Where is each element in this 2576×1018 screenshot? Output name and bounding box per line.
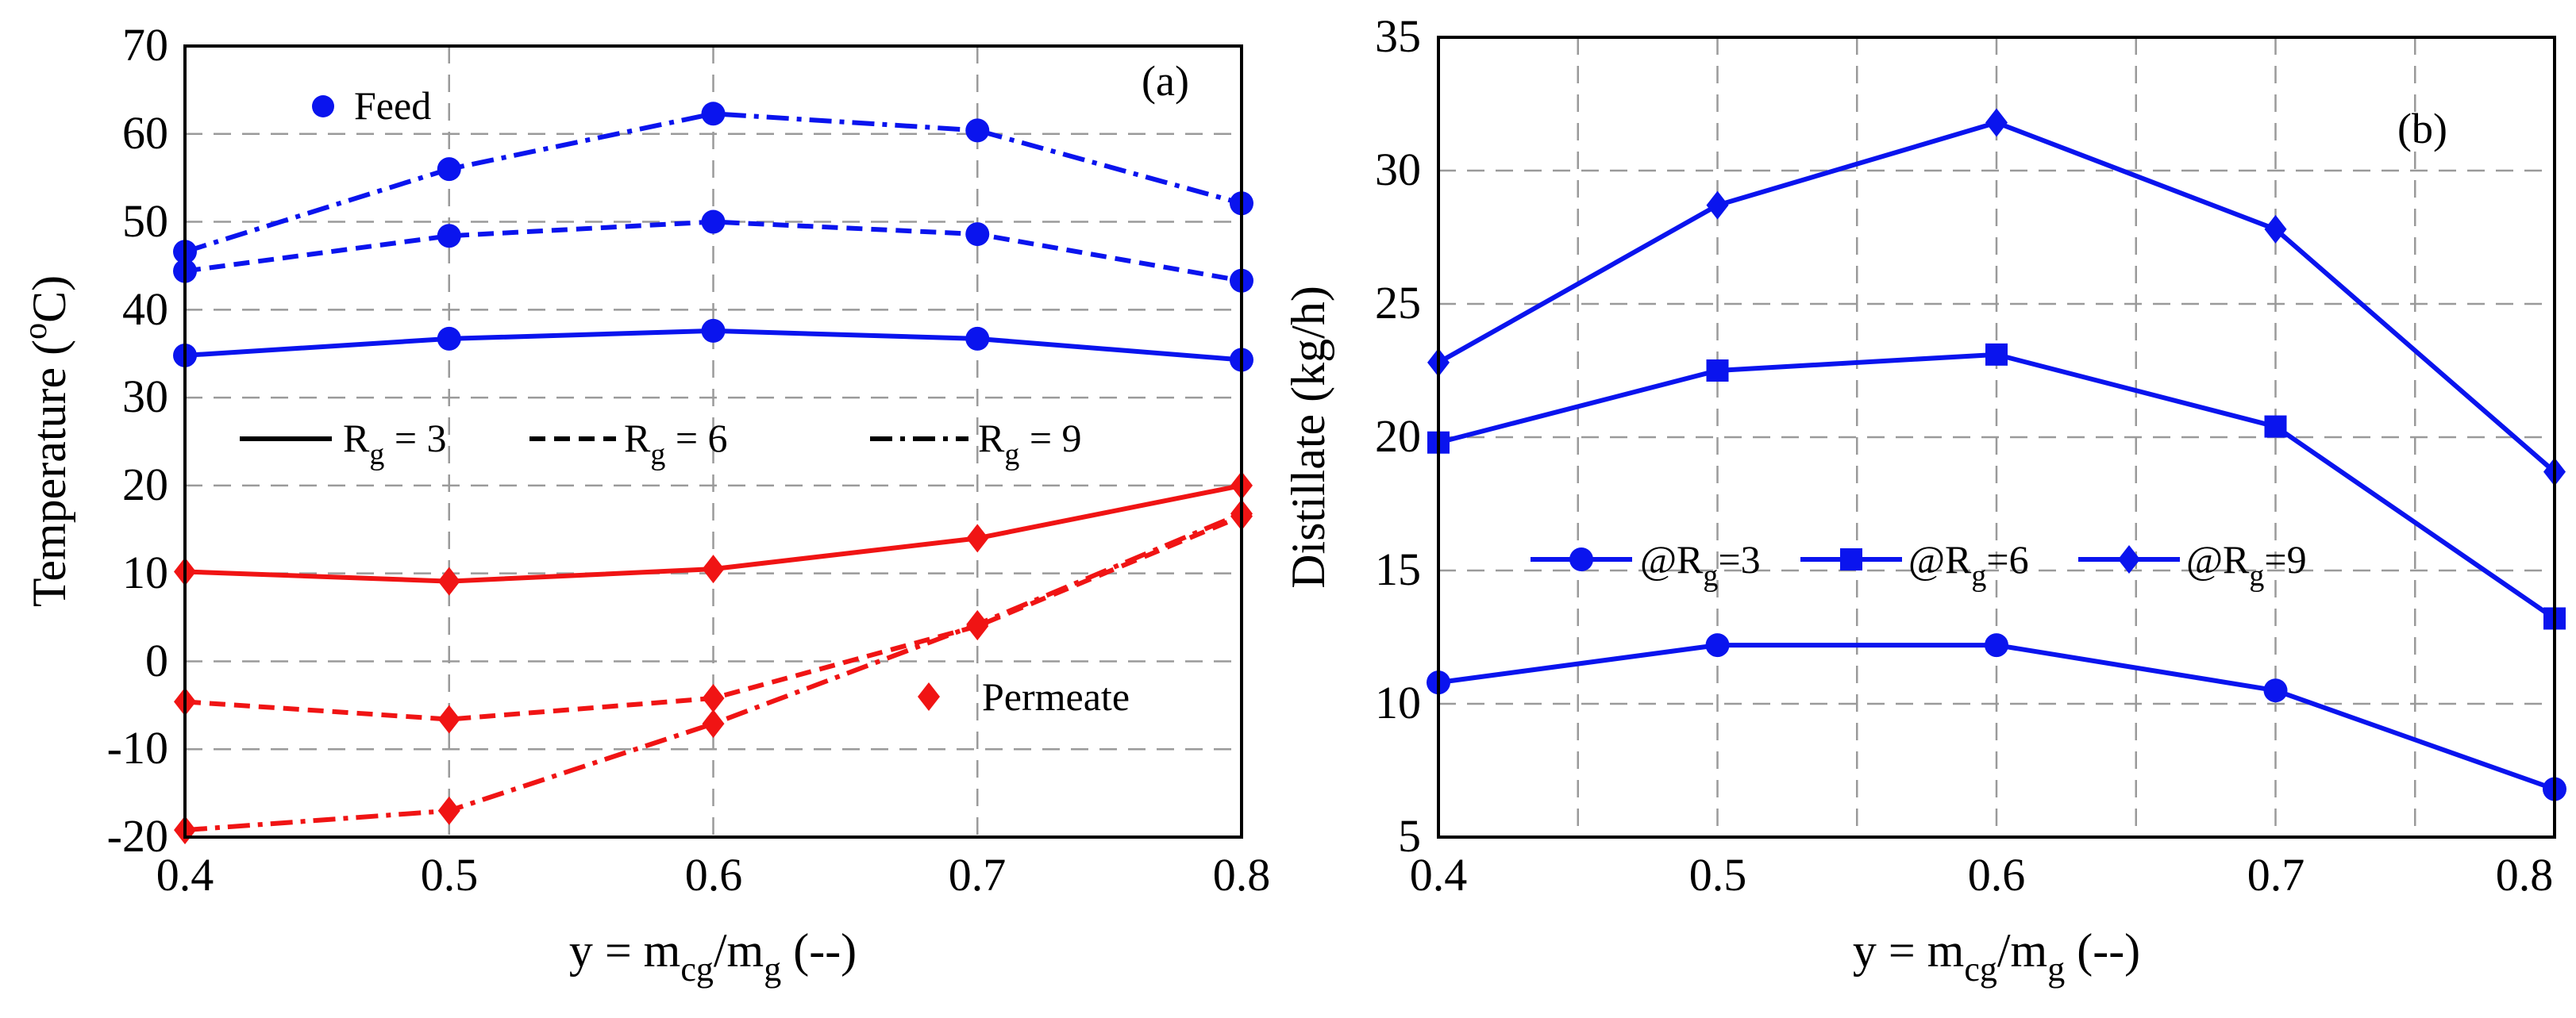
a-series-2-point-3 <box>965 118 990 143</box>
legend-permeate-label: Permeate <box>982 674 1130 719</box>
b-series-1-point-2 <box>1985 343 2008 366</box>
panel-a-xlabel: y = mcg/mg (--) <box>569 924 857 989</box>
b-ytick-5: 30 <box>1375 144 1421 195</box>
legend-b-rg3-marker <box>1569 547 1593 571</box>
panel-a: -20 -10 0 10 20 30 40 50 60 70 0.4 0.5 0… <box>17 19 1270 989</box>
b-series-0-point-1 <box>1705 633 1730 658</box>
a-series-2-point-2 <box>701 102 726 126</box>
b-xtick-4: 0.8 <box>2496 849 2554 901</box>
b-series-0-point-3 <box>2263 678 2288 703</box>
a-ytick-5: 30 <box>122 371 168 422</box>
panel-b-frame <box>1437 36 2556 839</box>
legend-feed-label: Feed <box>354 83 431 128</box>
legend-b-rg6-label: @Rg=6 <box>1908 537 2029 593</box>
legend-rg9-label: Rg = 9 <box>978 416 1082 471</box>
legend-permeate-marker <box>918 682 940 711</box>
a-series-0-point-2 <box>701 318 726 343</box>
panel-a-frame <box>183 44 1243 839</box>
a-ytick-0: -20 <box>107 810 168 862</box>
panel-b-ylabel: Distillate (kg/h) <box>1282 286 1334 589</box>
a-series-3-point-2 <box>702 555 725 584</box>
a-ytick-4: 20 <box>122 459 168 510</box>
a-series-2-point-1 <box>437 157 461 182</box>
b-xtick-0: 0.4 <box>1410 849 1468 901</box>
a-ytick-3: 10 <box>122 547 168 598</box>
a-series-0-point-3 <box>965 326 990 351</box>
a-series-5-point-1 <box>437 796 460 825</box>
a-series-3-point-1 <box>437 567 460 596</box>
panel-a-style-legend: Rg = 3 Rg = 6 Rg = 9 <box>240 416 1082 471</box>
a-ytick-2: 0 <box>145 635 168 686</box>
panel-b-yticks: 5 10 15 20 25 30 35 <box>1375 10 1421 862</box>
legend-rg6-label: Rg = 6 <box>624 416 728 471</box>
legend-b-rg6-marker <box>1840 548 1862 570</box>
b-ytick-2: 15 <box>1375 544 1421 595</box>
b-ytick-6: 35 <box>1375 10 1421 62</box>
panel-b-xticks: 0.4 0.5 0.6 0.7 0.8 <box>1410 849 2554 901</box>
a-series-4-point-1 <box>437 705 460 734</box>
b-series-2-point-2 <box>1985 108 2008 137</box>
panel-a-marker-legend: Feed Permeate <box>312 83 1130 719</box>
b-series-2-point-1 <box>1706 190 1729 220</box>
a-ytick-1: -10 <box>107 722 168 774</box>
a-ytick-7: 50 <box>122 195 168 247</box>
legend-b-rg9-label: @Rg=9 <box>2186 537 2307 593</box>
b-series-1-point-3 <box>2264 415 2287 438</box>
panel-b-grid <box>1438 37 2555 837</box>
a-series-5-point-3 <box>966 609 989 639</box>
b-xtick-1: 0.5 <box>1689 849 1747 901</box>
a-series-line-5 <box>184 511 1243 833</box>
b-ytick-1: 10 <box>1375 677 1421 728</box>
a-series-1-point-3 <box>965 222 990 247</box>
b-ytick-0: 5 <box>1398 810 1421 862</box>
legend-b-rg9-marker <box>2118 545 2140 574</box>
panel-a-yticks: -20 -10 0 10 20 30 40 50 60 70 <box>107 19 168 862</box>
a-xtick-3: 0.7 <box>949 849 1007 901</box>
b-series-1-point-1 <box>1706 359 1729 382</box>
a-series-4-point-2 <box>702 683 725 713</box>
b-ytick-3: 20 <box>1375 410 1421 462</box>
a-xtick-4: 0.8 <box>1213 849 1271 901</box>
b-series-0-point-2 <box>1985 633 2008 658</box>
panel-a-tag: (a) <box>1142 57 1189 105</box>
a-series-3-point-3 <box>966 524 989 553</box>
panel-a-xticks: 0.4 0.5 0.6 0.7 0.8 <box>156 849 1271 901</box>
b-xtick-3: 0.7 <box>2247 849 2305 901</box>
panel-b-xlabel: y = mcg/mg (--) <box>1853 924 2140 989</box>
b-xtick-2: 0.6 <box>1968 849 2026 901</box>
a-series-0-point-1 <box>437 326 461 351</box>
panel-a-ylabel: Temperature (oC) <box>17 275 75 607</box>
a-series-1-point-1 <box>437 224 461 248</box>
panel-b-tag: (b) <box>2397 105 2447 152</box>
panel-b-legend: @Rg=3 @Rg=6 @Rg=9 <box>1531 537 2307 593</box>
a-series-5-point-2 <box>702 709 725 739</box>
b-ytick-4: 25 <box>1375 277 1421 328</box>
panel-b: 5 10 15 20 25 30 35 0.4 0.5 0.6 0.7 0.8 … <box>1282 10 2566 989</box>
b-series-2-point-3 <box>2264 214 2287 244</box>
a-xtick-2: 0.6 <box>685 849 743 901</box>
a-xtick-1: 0.5 <box>421 849 479 901</box>
legend-feed-marker <box>312 95 334 117</box>
a-ytick-8: 60 <box>122 107 168 159</box>
a-ytick-6: 40 <box>122 283 168 335</box>
a-ytick-9: 70 <box>122 19 168 71</box>
legend-b-rg3-label: @Rg=3 <box>1640 537 1761 593</box>
legend-rg3-label: Rg = 3 <box>343 416 447 471</box>
a-series-1-point-2 <box>701 209 726 234</box>
panel-a-series <box>173 102 1253 845</box>
a-xtick-0: 0.4 <box>156 849 214 901</box>
